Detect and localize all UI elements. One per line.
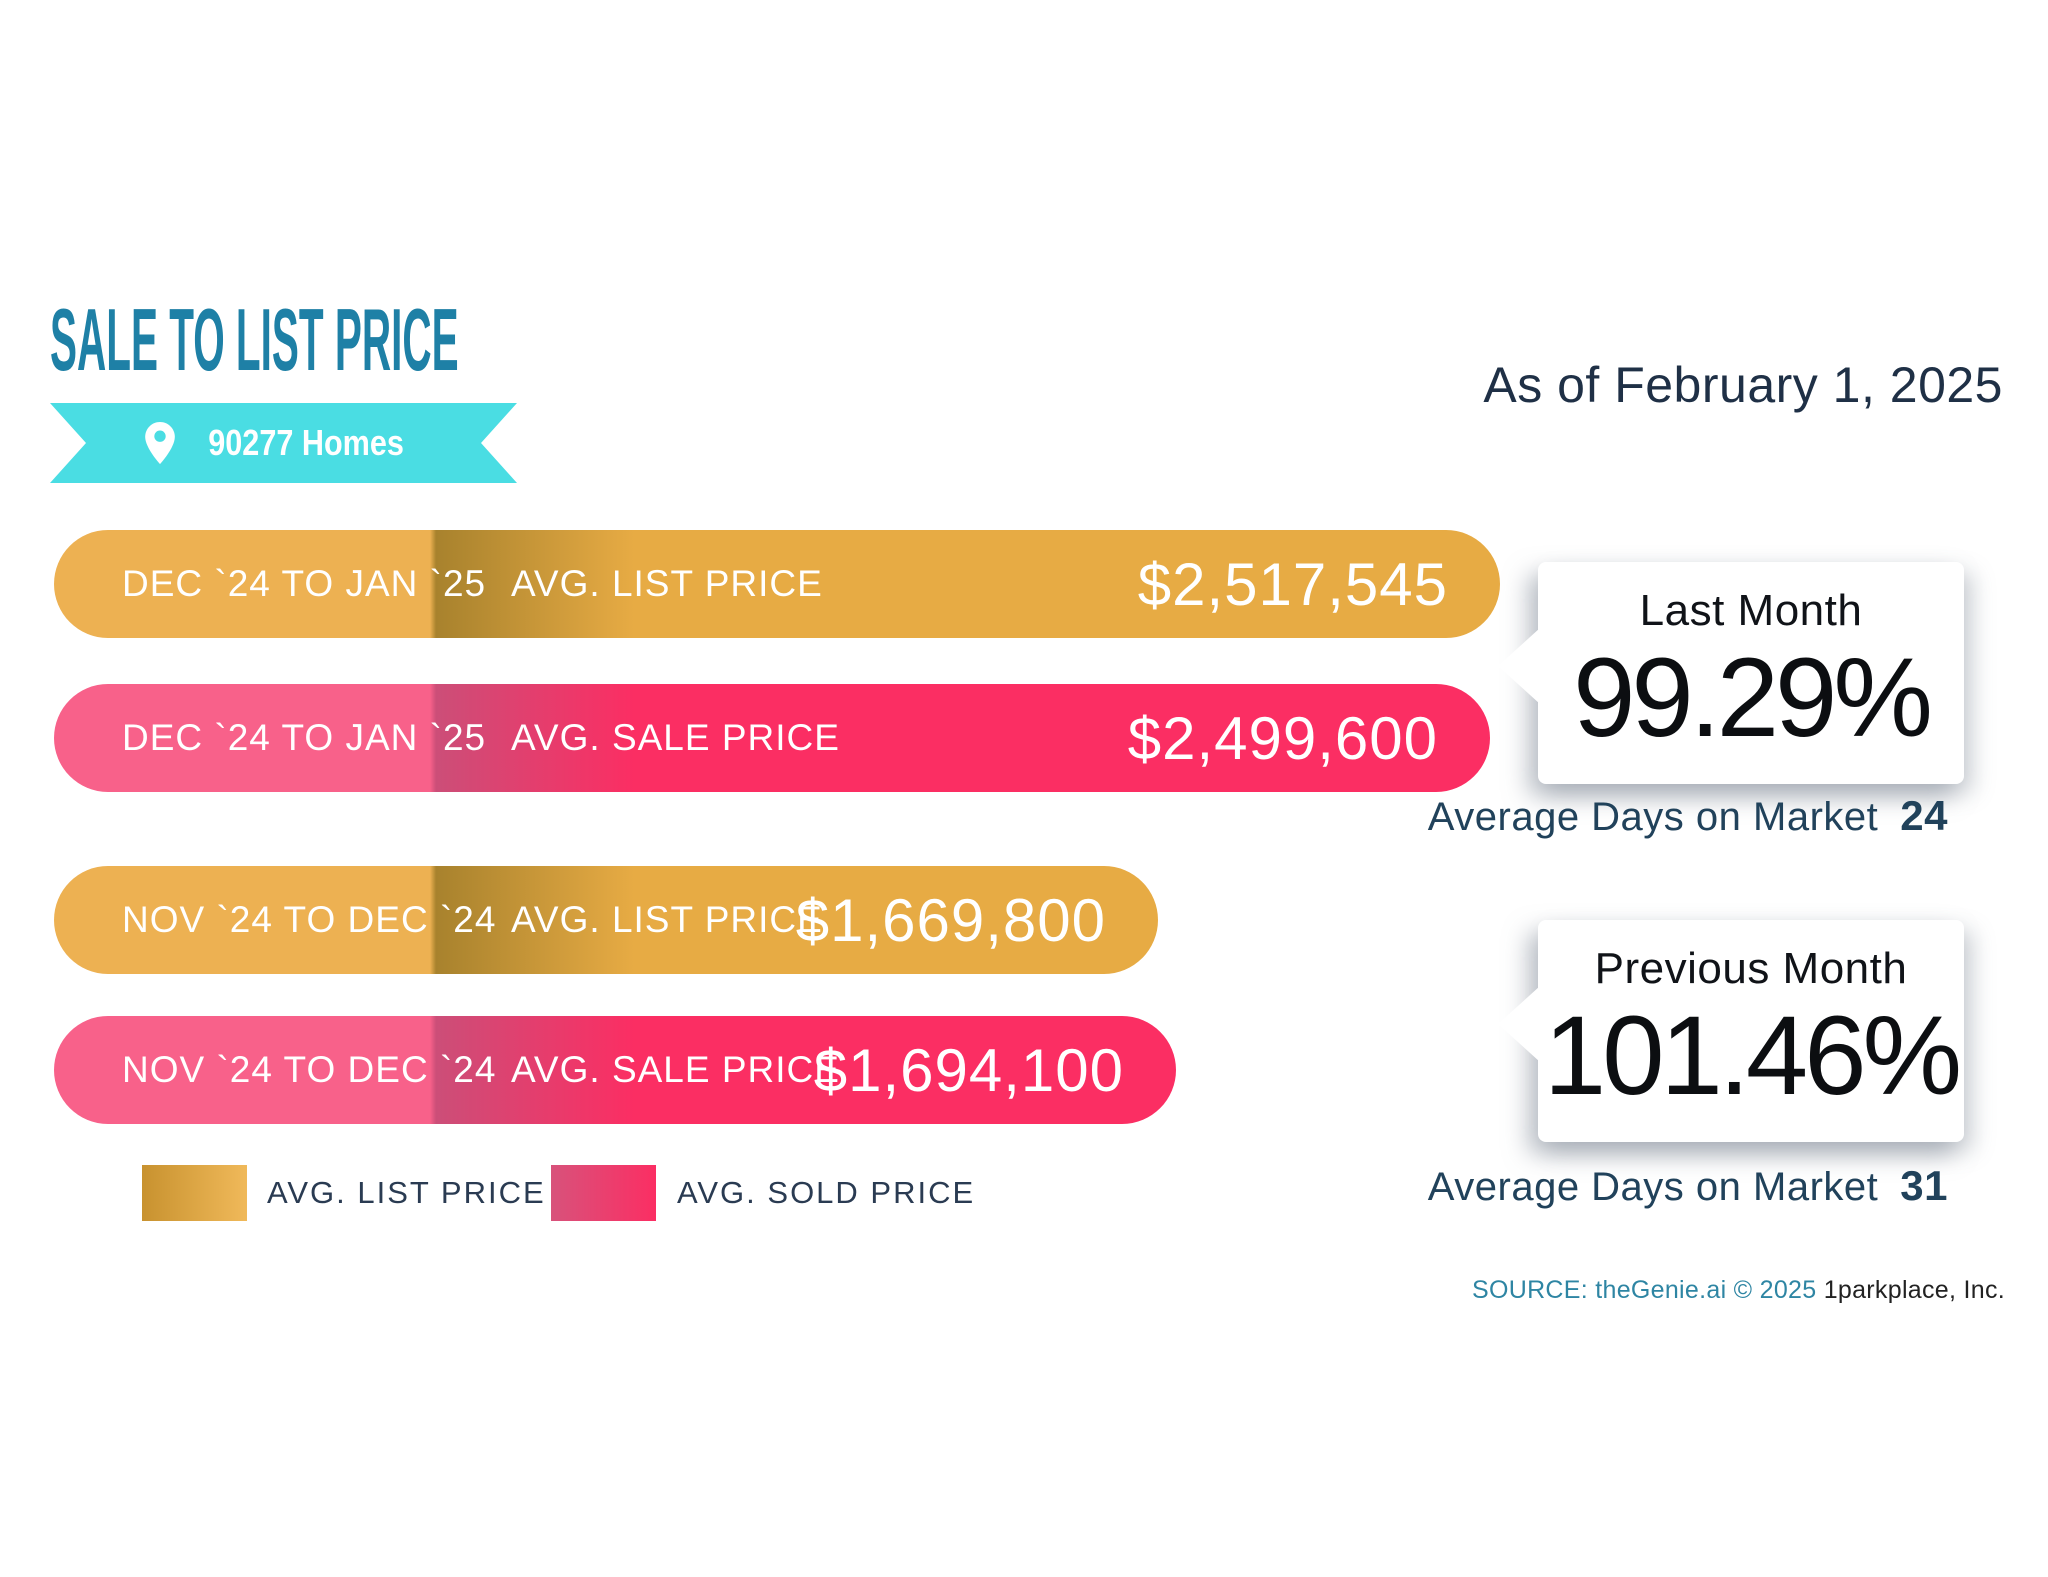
- bar-period-label: DEC `24 TO JAN `25: [122, 717, 487, 758]
- location-pin-icon: [145, 422, 175, 464]
- callout-last-month: Last Month 99.29%: [1498, 562, 1964, 784]
- page-title: SALE TO LIST PRICE: [50, 290, 459, 389]
- callout-title: Previous Month: [1594, 944, 1908, 994]
- bar-metric-label: AVG. SALE PRICE: [511, 1049, 840, 1090]
- source-rest-text: 1parkplace, Inc.: [1816, 1276, 2005, 1304]
- legend-swatch-list-price: [142, 1165, 247, 1221]
- callout-previous-month: Previous Month 101.46%: [1498, 920, 1964, 1142]
- days-on-market-previous-month: Average Days on Market 31: [1428, 1162, 1948, 1210]
- legend-label-sold-price: AVG. SOLD PRICE: [677, 1175, 976, 1210]
- days-on-market-label: Average Days on Market: [1427, 1165, 1879, 1209]
- bar-value-label: $2,499,600: [1127, 704, 1438, 772]
- days-on-market-last-month: Average Days on Market 24: [1428, 792, 1948, 840]
- bar-nov-dec-sale-price: NOV `24 TO DEC `24 AVG. SALE PRICE $1,69…: [54, 1016, 1176, 1124]
- bar-value-label: $1,669,800: [795, 886, 1106, 954]
- location-label: 90277 Homes: [208, 422, 405, 463]
- bar-dec-jan-sale-price: DEC `24 TO JAN `25 AVG. SALE PRICE $2,49…: [54, 684, 1490, 792]
- source-accent-text: SOURCE: theGenie.ai © 2025: [1472, 1276, 1817, 1304]
- legend-swatch-sold-price: [551, 1165, 656, 1221]
- bar-period-label: NOV `24 TO DEC `24: [122, 1049, 497, 1090]
- bar-dec-jan-list-price: DEC `24 TO JAN `25 AVG. LIST PRICE $2,51…: [54, 530, 1500, 638]
- callout-title: Last Month: [1639, 586, 1863, 636]
- legend-label-list-price: AVG. LIST PRICE: [267, 1175, 546, 1210]
- source-attribution: SOURCE: theGenie.ai © 2025 1parkplace, I…: [1472, 1276, 2005, 1305]
- bar-metric-label: AVG. LIST PRICE: [511, 563, 823, 604]
- bar-metric-label: AVG. LIST PRICE: [511, 899, 823, 940]
- callout-percentage: 101.46%: [1543, 993, 1962, 1119]
- location-ribbon: 90277 Homes: [50, 403, 517, 483]
- days-on-market-label: Average Days on Market: [1427, 795, 1879, 839]
- bar-value-label: $2,517,545: [1137, 550, 1448, 618]
- bar-metric-label: AVG. SALE PRICE: [511, 717, 840, 758]
- days-on-market-value: 31: [1900, 1162, 1948, 1209]
- bar-value-label: $1,694,100: [813, 1036, 1124, 1104]
- callout-percentage: 99.29%: [1573, 635, 1933, 761]
- as-of-date: As of February 1, 2025: [1483, 357, 2003, 413]
- bar-nov-dec-list-price: NOV `24 TO DEC `24 AVG. LIST PRICE $1,66…: [54, 866, 1158, 974]
- bar-period-label: DEC `24 TO JAN `25: [122, 563, 487, 604]
- bar-period-label: NOV `24 TO DEC `24: [122, 899, 497, 940]
- days-on-market-value: 24: [1900, 792, 1948, 839]
